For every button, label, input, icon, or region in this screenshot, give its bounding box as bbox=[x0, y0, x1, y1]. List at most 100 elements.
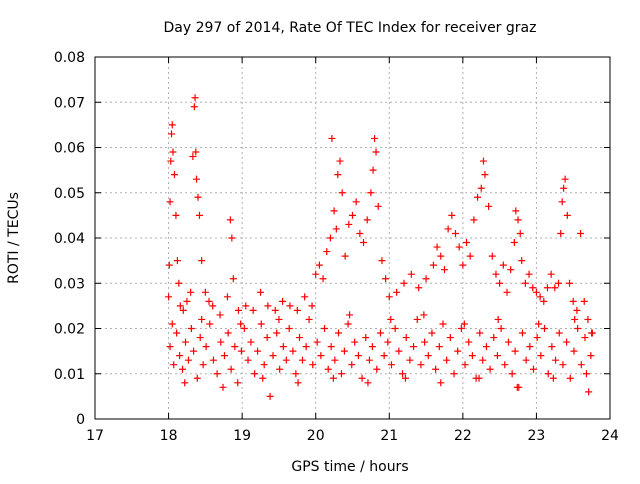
data-point bbox=[373, 365, 381, 373]
data-point bbox=[369, 166, 377, 174]
data-point bbox=[417, 361, 425, 369]
data-point bbox=[365, 356, 373, 364]
data-point bbox=[529, 365, 537, 373]
data-point bbox=[424, 352, 432, 360]
data-point bbox=[193, 175, 201, 183]
data-point bbox=[286, 302, 294, 310]
data-point bbox=[351, 338, 359, 346]
data-point bbox=[536, 293, 544, 301]
data-point bbox=[260, 361, 268, 369]
data-point bbox=[387, 361, 395, 369]
data-point bbox=[242, 302, 250, 310]
data-point bbox=[294, 379, 302, 387]
data-point bbox=[499, 261, 507, 269]
x-tick-label: 19 bbox=[233, 428, 251, 444]
data-point bbox=[224, 329, 232, 337]
data-point bbox=[459, 261, 467, 269]
data-point bbox=[187, 288, 195, 296]
data-point bbox=[364, 379, 372, 387]
x-tick-label: 24 bbox=[601, 428, 619, 444]
data-point bbox=[492, 270, 500, 278]
data-point bbox=[257, 320, 265, 328]
data-point bbox=[448, 211, 456, 219]
data-point bbox=[266, 392, 274, 400]
data-point bbox=[279, 343, 287, 351]
data-point bbox=[393, 288, 401, 296]
data-point bbox=[428, 329, 436, 337]
data-point bbox=[382, 275, 390, 283]
data-point bbox=[276, 365, 284, 373]
data-point bbox=[422, 275, 430, 283]
data-point bbox=[315, 261, 323, 269]
data-point bbox=[368, 343, 376, 351]
data-point bbox=[259, 374, 267, 382]
y-tick-label: 0.06 bbox=[54, 141, 85, 157]
data-point bbox=[474, 193, 482, 201]
x-tick-label: 17 bbox=[86, 428, 104, 444]
data-point bbox=[435, 343, 443, 351]
data-point bbox=[410, 343, 418, 351]
data-point bbox=[547, 270, 555, 278]
data-point bbox=[437, 252, 445, 260]
data-point bbox=[466, 252, 474, 260]
data-point bbox=[497, 325, 505, 332]
axis-ticks: 17 18 19 20 21 22 23 24 0 0.01 0.02 0.03 0.04 0.05 0.0… bbox=[54, 50, 619, 444]
data-point bbox=[173, 257, 181, 265]
data-point bbox=[346, 311, 354, 319]
data-point bbox=[271, 306, 279, 314]
data-point bbox=[378, 257, 386, 265]
data-point bbox=[289, 347, 297, 355]
data-point bbox=[532, 288, 540, 296]
data-point bbox=[345, 220, 353, 228]
data-point bbox=[541, 325, 549, 332]
data-point bbox=[391, 325, 399, 332]
data-point bbox=[372, 148, 380, 156]
data-point bbox=[475, 374, 483, 382]
data-point bbox=[187, 325, 195, 332]
data-point bbox=[385, 293, 393, 301]
data-point bbox=[493, 352, 501, 360]
data-point bbox=[166, 198, 174, 206]
y-tick-label: 0.01 bbox=[54, 367, 85, 383]
data-point bbox=[334, 171, 342, 179]
data-point bbox=[184, 356, 192, 364]
data-point bbox=[196, 334, 204, 342]
data-point bbox=[437, 379, 445, 387]
data-point bbox=[348, 361, 356, 369]
data-point bbox=[470, 216, 478, 224]
y-tick-label: 0 bbox=[76, 412, 85, 428]
data-point bbox=[344, 320, 352, 328]
data-point bbox=[476, 329, 484, 337]
data-point bbox=[198, 315, 206, 323]
data-point bbox=[282, 356, 290, 364]
data-point bbox=[371, 134, 379, 142]
data-point bbox=[296, 334, 304, 342]
data-point bbox=[399, 370, 407, 378]
data-point bbox=[548, 343, 556, 351]
data-point bbox=[176, 352, 184, 360]
data-point bbox=[237, 320, 245, 328]
data-point bbox=[209, 356, 217, 364]
data-point bbox=[560, 184, 568, 192]
data-point bbox=[535, 320, 543, 328]
data-point bbox=[571, 315, 579, 323]
data-point bbox=[501, 361, 509, 369]
data-point bbox=[194, 193, 202, 201]
data-point bbox=[216, 311, 224, 319]
data-point bbox=[173, 329, 181, 337]
data-point bbox=[201, 288, 209, 296]
data-point bbox=[549, 374, 557, 382]
data-point bbox=[561, 175, 569, 183]
data-point bbox=[566, 374, 574, 382]
data-point bbox=[525, 270, 533, 278]
data-point bbox=[165, 293, 173, 301]
data-point bbox=[285, 325, 293, 332]
y-tick-label: 0.02 bbox=[54, 322, 85, 338]
data-point bbox=[360, 239, 368, 247]
data-point bbox=[227, 365, 235, 373]
data-point bbox=[198, 257, 206, 265]
data-point bbox=[220, 352, 228, 360]
data-point bbox=[367, 189, 375, 197]
data-point bbox=[580, 297, 588, 305]
data-point bbox=[566, 279, 574, 287]
